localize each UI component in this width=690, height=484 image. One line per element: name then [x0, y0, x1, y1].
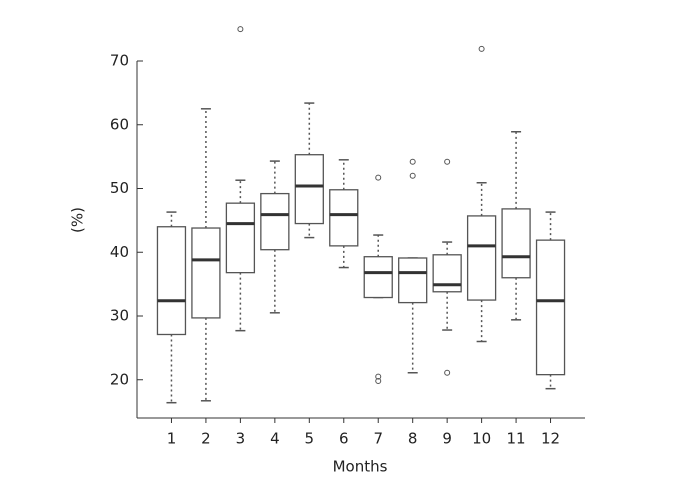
- y-tick-label: 70: [110, 52, 129, 70]
- outlier: [444, 369, 451, 376]
- outlier: [478, 45, 485, 52]
- box: [535, 239, 566, 376]
- x-tick-label: 5: [305, 430, 315, 448]
- box: [466, 215, 497, 301]
- outlier: [375, 373, 382, 380]
- outlier: [409, 172, 416, 179]
- x-tick-label: 1: [167, 430, 177, 448]
- box: [225, 202, 256, 274]
- y-axis-label: (%): [69, 207, 87, 233]
- outlier: [444, 158, 451, 165]
- outlier: [409, 158, 416, 165]
- outlier: [375, 378, 382, 385]
- box: [191, 227, 221, 319]
- x-tick-label: 10: [472, 430, 491, 448]
- x-tick-label: 9: [442, 430, 452, 448]
- box: [363, 256, 393, 299]
- box: [260, 192, 290, 251]
- x-tick-label: 6: [339, 430, 349, 448]
- box: [156, 226, 187, 336]
- x-axis-label: Months: [333, 458, 388, 476]
- x-tick-label: 4: [270, 430, 280, 448]
- box: [294, 154, 324, 225]
- x-tick-label: 12: [541, 430, 560, 448]
- x-tick-label: 7: [373, 430, 383, 448]
- x-tick-label: 11: [507, 430, 526, 448]
- y-tick-label: 20: [110, 370, 129, 388]
- x-tick-label: 8: [408, 430, 418, 448]
- box: [398, 257, 428, 304]
- y-tick-label: 40: [110, 243, 129, 261]
- y-tick-label: 30: [110, 307, 129, 325]
- y-tick-label: 50: [110, 179, 129, 197]
- x-tick-label: 3: [236, 430, 246, 448]
- y-tick-label: 60: [110, 115, 129, 133]
- box: [501, 208, 531, 279]
- box: [329, 189, 359, 247]
- outlier: [375, 174, 382, 181]
- x-tick-label: 2: [201, 430, 211, 448]
- outlier: [237, 26, 244, 33]
